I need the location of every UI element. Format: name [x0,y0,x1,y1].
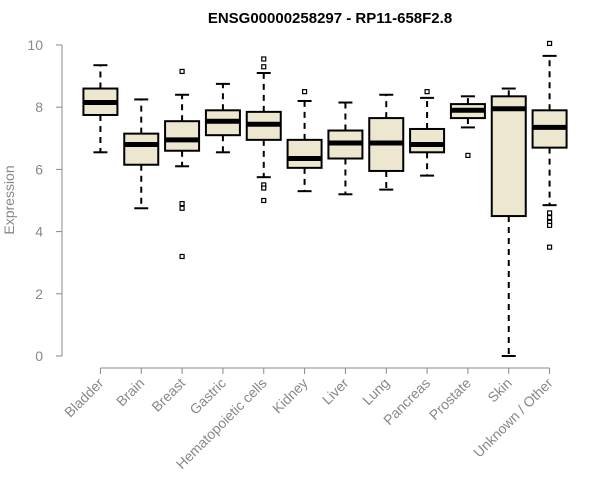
boxes [82,40,568,357]
outlier-point [179,253,185,260]
outlier-point [261,185,267,191]
outlier-point [179,68,185,75]
box-lung [368,93,405,191]
box-brain [123,98,160,210]
y-tick-label: 10 [27,37,43,53]
box-kidney [286,89,323,193]
iqr-box [164,120,201,152]
outlier-point [546,210,553,216]
chart-title: ENSG00000258297 - RP11-658F2.8 [208,10,452,27]
box-hematopoietic-cells [245,56,282,204]
y-tick-label: 2 [35,286,43,302]
y-tick-label: 8 [35,99,43,115]
outlier-point [546,215,553,221]
iqr-box [409,127,446,154]
outlier-point [465,152,471,159]
x-tick-label: Lung [359,375,392,408]
outlier-point [179,205,185,211]
iqr-box [286,138,323,169]
outlier-point [179,201,185,207]
y-tick-label: 6 [35,161,43,177]
outlier-point [261,56,267,62]
box-bladder [82,64,119,154]
box-pancreas [409,89,446,177]
box-skin [490,87,527,357]
x-tick-label: Bladder [61,375,107,421]
box-breast [164,68,201,260]
outlier-point [546,244,553,250]
box-gastric [204,82,241,154]
iqr-box [490,95,527,218]
outlier-point [546,40,553,47]
x-tick-label: Prostate [426,375,474,423]
box-prostate [449,95,486,159]
y-axis: 0 2 4 6 8 10 [27,37,63,364]
x-tick-label: Breast [148,375,188,415]
outlier-point [261,197,267,204]
iqr-box [123,132,160,166]
outlier-point [301,89,308,95]
x-tick-label: Liver [319,375,352,408]
box-liver [327,101,364,196]
x-tick-label: Skin [484,375,515,406]
outlier-point [546,222,553,228]
outlier-point [424,89,430,95]
box-unknown-other [531,40,568,250]
outlier-point [261,64,267,70]
y-tick-label: 0 [35,348,43,364]
y-tick-label: 4 [35,224,43,240]
x-tick-label: Brain [113,375,147,409]
y-axis-title: Expression [1,165,17,234]
x-tick-label: Kidney [269,375,311,417]
